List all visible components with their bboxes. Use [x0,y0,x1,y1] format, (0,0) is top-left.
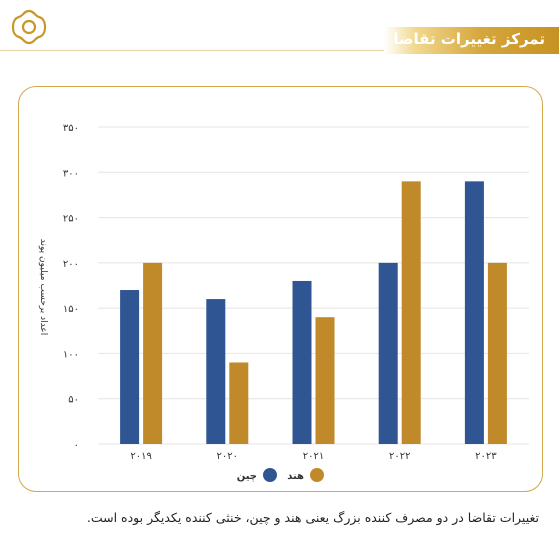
y-tick-label: ۱۵۰ [63,304,79,315]
bar-india [487,262,507,444]
y-tick-label: ۲۵۰ [63,214,79,225]
legend-india-swatch [310,468,324,482]
x-tick-label: ۲۰۲۲ [389,451,410,462]
legend-india-label: هند [287,471,304,482]
y-tick-label: ۳۰۰ [63,168,79,179]
x-tick-label: ۲۰۲۰ [217,451,238,462]
logo-icon [11,9,47,45]
y-tick-label: ۳۵۰ [63,123,79,134]
grid-lines [98,126,529,445]
y-axis-ticks: ۰ ۵۰ ۱۰۰ ۱۵۰ ۲۰۰ ۲۵۰ ۳۰۰ ۳۵۰ [63,123,79,451]
bar-china [464,181,484,444]
page-title: تمرکز تغییرات تقاضا [393,30,545,48]
x-tick-label: ۲۰۲۳ [475,451,497,462]
y-tick-label: ۰ [74,440,79,451]
legend: چین هند [237,468,324,482]
y-tick-label: ۱۰۰ [63,349,79,360]
chart-card: ۰ ۵۰ ۱۰۰ ۱۵۰ ۲۰۰ ۲۵۰ ۳۰۰ ۳۵۰ ۲۰۱۹ ۲۰۲۰ ۲۰۲۱ ۲۰۲۲ ۲۰… [18,86,543,492]
x-tick-label: ۲۰۱۹ [130,451,151,462]
bar-china [292,280,312,444]
bar-china [378,262,398,444]
bar-china [120,290,140,444]
legend-china-label: چین [237,471,257,482]
legend-china-swatch [263,468,277,482]
y-tick-label: ۵۰ [68,395,79,406]
bar-india [143,262,163,444]
bar-india [229,362,249,444]
header-band [384,27,559,54]
bars [120,181,507,444]
x-axis-ticks: ۲۰۱۹ ۲۰۲۰ ۲۰۲۱ ۲۰۲۲ ۲۰۲۳ [130,451,497,462]
chart-caption: تغییرات تقاضا در دو مصرف کننده بزرگ یعنی… [86,510,539,525]
y-tick-label: ۲۰۰ [63,259,79,270]
x-tick-label: ۲۰۲۱ [303,451,324,462]
bar-india [315,317,335,444]
bar-china [206,299,226,444]
y-axis-label: اعداد برحسب میلیون پوند [38,239,48,335]
bar-india [401,181,421,444]
header-divider [0,50,390,51]
